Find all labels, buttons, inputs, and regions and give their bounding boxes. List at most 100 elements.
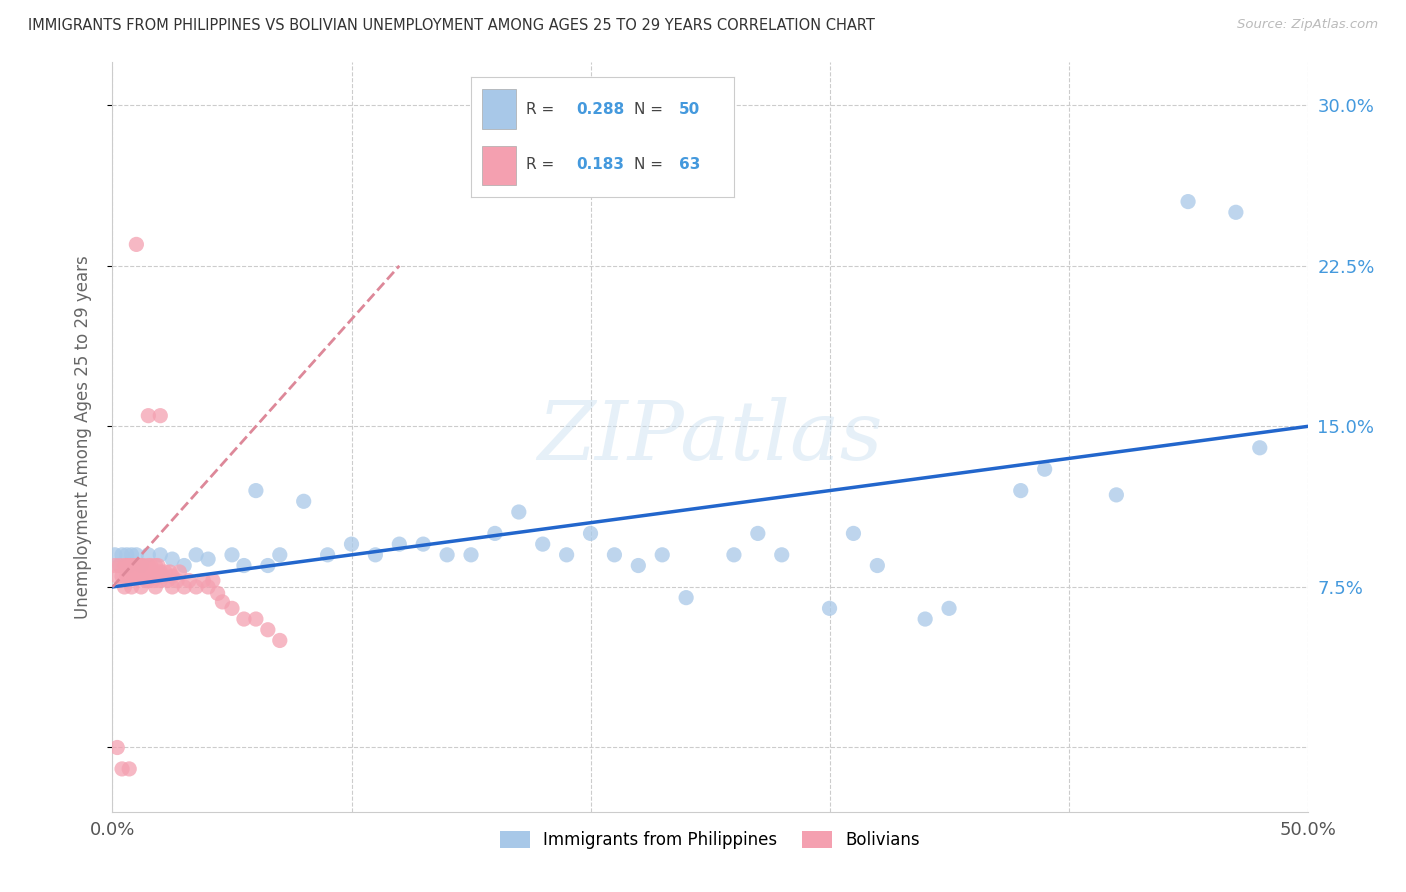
Point: [162, 552, 183, 566]
Point: [145, 580, 167, 594]
Point: [651, 548, 673, 562]
Y-axis label: Unemployment Among Ages 25 to 29 years: Unemployment Among Ages 25 to 29 years: [73, 255, 91, 619]
Point: [129, 558, 152, 573]
Point: [121, 558, 143, 573]
Point: [388, 537, 411, 551]
Point: [135, 574, 157, 588]
Point: [1105, 488, 1128, 502]
Point: [233, 558, 256, 573]
Point: [128, 569, 150, 583]
Point: [245, 612, 267, 626]
Point: [770, 548, 793, 562]
Legend: Immigrants from Philippines, Bolivians: Immigrants from Philippines, Bolivians: [494, 824, 927, 855]
Point: [115, 558, 138, 573]
Point: [114, 580, 135, 594]
Point: [1010, 483, 1032, 498]
Point: [108, 558, 131, 573]
Point: [460, 548, 482, 562]
Point: [914, 612, 936, 626]
Point: [197, 580, 219, 594]
Point: [105, 569, 128, 583]
Point: [484, 526, 506, 541]
Point: [340, 537, 363, 551]
Point: [132, 558, 155, 573]
Point: [104, 558, 127, 573]
Point: [142, 565, 165, 579]
Point: [122, 558, 145, 573]
Point: [138, 548, 160, 562]
Point: [135, 565, 157, 579]
Point: [1225, 205, 1247, 219]
Point: [121, 580, 143, 594]
Point: [152, 569, 174, 583]
Point: [1177, 194, 1199, 209]
Point: [111, 548, 134, 562]
Point: [1033, 462, 1056, 476]
Point: [938, 601, 960, 615]
Point: [132, 569, 155, 583]
Point: [129, 580, 152, 594]
Point: [412, 537, 434, 551]
Point: [115, 548, 138, 562]
Point: [818, 601, 841, 615]
Point: [197, 552, 219, 566]
Point: [723, 548, 745, 562]
Point: [531, 537, 554, 551]
Point: [675, 591, 697, 605]
Point: [111, 762, 134, 776]
Point: [139, 558, 162, 573]
Point: [316, 548, 339, 562]
Point: [146, 569, 169, 583]
Point: [122, 569, 145, 583]
Point: [436, 548, 458, 562]
Point: [257, 558, 280, 573]
Point: [162, 569, 183, 583]
Point: [269, 548, 291, 562]
Point: [257, 623, 280, 637]
Point: [211, 595, 233, 609]
Point: [114, 558, 135, 573]
Point: [221, 601, 243, 615]
Point: [508, 505, 530, 519]
Point: [603, 548, 626, 562]
Point: [142, 574, 165, 588]
Point: [555, 548, 578, 562]
Point: [149, 574, 172, 588]
Point: [129, 558, 152, 573]
Point: [162, 580, 183, 594]
Point: [269, 633, 291, 648]
Point: [118, 558, 141, 573]
Point: [125, 558, 148, 573]
Point: [173, 558, 195, 573]
Point: [149, 565, 172, 579]
Point: [118, 569, 141, 583]
Point: [145, 558, 167, 573]
Point: [166, 574, 188, 588]
Point: [193, 574, 215, 588]
Point: [177, 574, 200, 588]
Point: [207, 586, 229, 600]
Point: [139, 565, 162, 579]
Point: [186, 548, 208, 562]
Point: [115, 569, 138, 583]
Point: [201, 574, 224, 588]
Point: [104, 548, 127, 562]
Point: [128, 558, 150, 573]
Point: [138, 409, 160, 423]
Point: [149, 409, 172, 423]
Point: [138, 574, 160, 588]
Point: [159, 565, 181, 579]
Point: [105, 740, 128, 755]
Point: [866, 558, 889, 573]
Point: [125, 548, 148, 562]
Point: [292, 494, 315, 508]
Point: [121, 548, 143, 562]
Text: IMMIGRANTS FROM PHILIPPINES VS BOLIVIAN UNEMPLOYMENT AMONG AGES 25 TO 29 YEARS C: IMMIGRANTS FROM PHILIPPINES VS BOLIVIAN …: [28, 18, 875, 33]
Point: [579, 526, 602, 541]
Point: [842, 526, 865, 541]
Point: [108, 558, 131, 573]
Point: [146, 558, 169, 573]
Point: [111, 569, 134, 583]
Point: [245, 483, 267, 498]
Point: [156, 574, 179, 588]
